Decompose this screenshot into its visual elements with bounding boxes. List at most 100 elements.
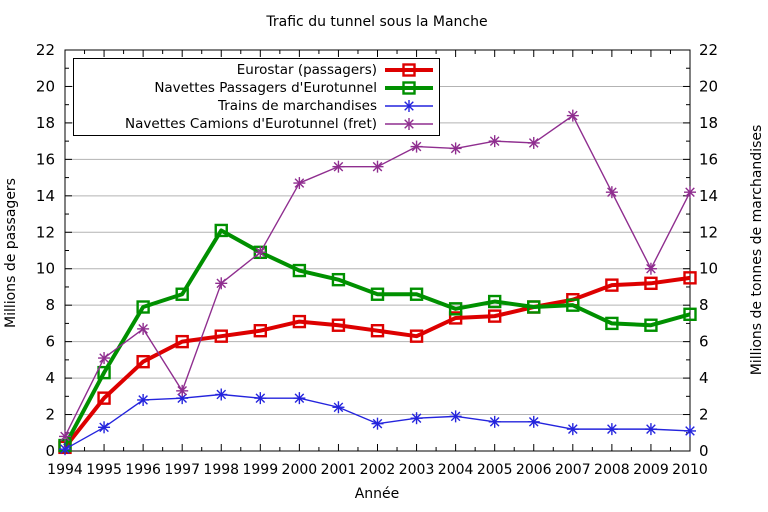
y-tick-label-right: 12 bbox=[699, 223, 718, 241]
square-marker bbox=[605, 316, 619, 331]
y-tick-label-left: 4 bbox=[45, 369, 55, 387]
series-line bbox=[63, 275, 691, 449]
legend-item: Navettes Camions d'Eurotunnel (fret) bbox=[74, 115, 435, 133]
y-tick-label-left: 16 bbox=[36, 150, 55, 168]
square-marker bbox=[136, 354, 150, 369]
y-tick-label-left: 22 bbox=[36, 41, 55, 59]
star-marker bbox=[566, 109, 579, 122]
legend-marker-sample bbox=[385, 63, 433, 77]
square-marker bbox=[175, 334, 189, 349]
y-tick-label-left: 2 bbox=[45, 406, 55, 424]
legend-marker-sample bbox=[385, 100, 433, 112]
square-marker bbox=[292, 314, 307, 329]
legend-item: Trains de marchandises bbox=[74, 97, 435, 115]
y-tick-label-right: 16 bbox=[699, 150, 718, 168]
y-tick-label-left: 12 bbox=[36, 223, 55, 241]
star-marker bbox=[488, 415, 501, 428]
chart-title: Trafic du tunnel sous la Manche bbox=[266, 14, 488, 30]
y-tick-label-right: 14 bbox=[699, 187, 718, 205]
square-marker bbox=[370, 324, 385, 338]
series-1 bbox=[58, 223, 697, 453]
square-marker bbox=[448, 302, 463, 316]
x-tick-label: 2002 bbox=[360, 462, 396, 478]
square-marker bbox=[683, 271, 697, 285]
star-marker bbox=[293, 392, 306, 405]
y-tick-label-left: 18 bbox=[36, 114, 55, 132]
star-marker bbox=[605, 186, 618, 199]
x-tick-label: 1997 bbox=[164, 462, 200, 478]
star-marker bbox=[371, 417, 384, 430]
square-marker bbox=[331, 318, 346, 332]
x-tick-label: 2009 bbox=[633, 462, 669, 478]
star-marker bbox=[488, 135, 501, 148]
legend-label: Navettes Camions d'Eurotunnel (fret) bbox=[125, 116, 377, 132]
y-tick-label-left: 0 bbox=[45, 442, 55, 460]
y-tick-label-left: 14 bbox=[36, 187, 55, 205]
legend-label: Navettes Passagers d'Eurotunnel bbox=[154, 80, 377, 96]
square-marker bbox=[409, 329, 424, 343]
square-marker bbox=[644, 318, 658, 332]
legend-item: Eurostar (passagers) bbox=[74, 61, 435, 79]
star-marker bbox=[215, 388, 228, 401]
y-tick-label-right: 22 bbox=[699, 41, 718, 59]
legend-label: Trains de marchandises bbox=[217, 98, 377, 114]
star-marker bbox=[254, 246, 267, 259]
star-marker bbox=[371, 160, 384, 173]
square-marker bbox=[136, 300, 150, 314]
square-marker bbox=[409, 287, 424, 301]
square-marker bbox=[175, 287, 189, 301]
square-marker bbox=[605, 278, 619, 292]
square-marker bbox=[214, 329, 228, 343]
x-tick-label: 2000 bbox=[282, 462, 318, 478]
star-marker bbox=[59, 430, 71, 443]
legend-marker-sample bbox=[385, 81, 433, 95]
square-marker bbox=[644, 276, 658, 291]
star-marker bbox=[137, 322, 150, 335]
legend-label: Eurostar (passagers) bbox=[236, 62, 377, 78]
square-marker bbox=[292, 263, 307, 278]
x-tick-label: 1998 bbox=[203, 462, 239, 478]
y-tick-label-right: 10 bbox=[699, 260, 718, 278]
star-marker bbox=[644, 423, 657, 436]
star-marker bbox=[449, 410, 462, 423]
x-tick-label: 1996 bbox=[125, 462, 161, 478]
x-tick-label: 2006 bbox=[516, 462, 552, 478]
y-tick-label-right: 8 bbox=[699, 296, 709, 314]
square-marker bbox=[214, 223, 228, 238]
y-tick-label-left: 8 bbox=[45, 296, 55, 314]
y-tick-label-left: 6 bbox=[45, 333, 55, 351]
star-marker bbox=[644, 262, 657, 275]
legend: Eurostar (passagers) Navettes Passagers d… bbox=[73, 58, 440, 136]
star-marker bbox=[137, 393, 150, 406]
square-marker bbox=[331, 272, 346, 287]
star-marker bbox=[527, 136, 540, 149]
legend-marker-sample bbox=[385, 118, 433, 130]
star-marker bbox=[449, 142, 462, 155]
x-tick-label: 1995 bbox=[86, 462, 122, 478]
star-marker bbox=[176, 384, 189, 397]
square-marker bbox=[683, 307, 697, 321]
star-marker bbox=[332, 160, 345, 173]
star-marker bbox=[254, 392, 267, 405]
x-axis-title: Année bbox=[354, 486, 400, 502]
x-tick-label: 2001 bbox=[321, 462, 357, 478]
square-marker bbox=[487, 309, 502, 323]
star-marker bbox=[98, 421, 111, 434]
y-tick-label-right: 0 bbox=[699, 442, 709, 460]
x-tick-label: 2007 bbox=[555, 462, 591, 478]
x-tick-label: 2004 bbox=[438, 462, 474, 478]
x-tick-label: 2003 bbox=[399, 462, 435, 478]
star-marker bbox=[176, 392, 189, 405]
star-marker bbox=[684, 424, 696, 437]
star-marker bbox=[410, 412, 423, 425]
star-marker bbox=[293, 177, 306, 190]
x-tick-label: 2008 bbox=[594, 462, 630, 478]
y-axis-title-left: Millions de passagers bbox=[3, 178, 19, 328]
y-tick-label-left: 10 bbox=[36, 260, 55, 278]
y-tick-label-right: 2 bbox=[699, 406, 709, 424]
square-marker bbox=[97, 391, 111, 405]
star-marker bbox=[566, 423, 579, 436]
square-marker bbox=[253, 324, 268, 338]
star-marker bbox=[605, 423, 618, 436]
